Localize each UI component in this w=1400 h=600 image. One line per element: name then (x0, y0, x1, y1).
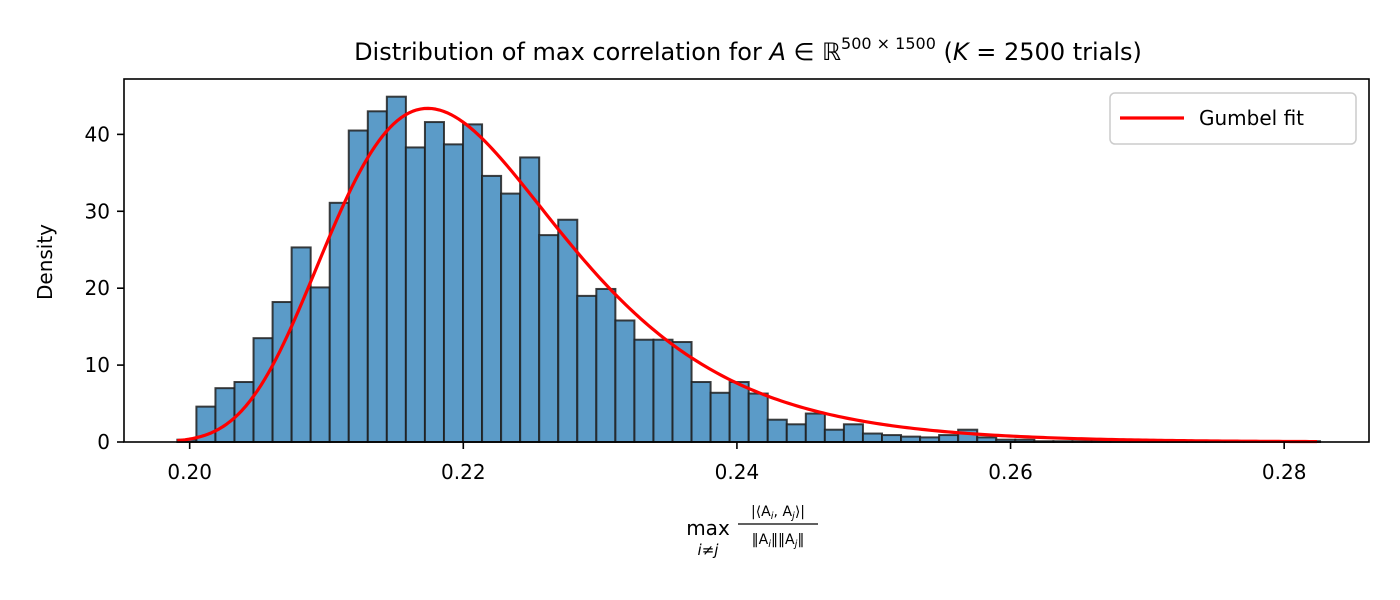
x-tick-label: 0.22 (441, 460, 486, 484)
histogram-bar (747, 392, 769, 444)
histogram-bar (900, 435, 922, 443)
x-tick-label: 0.26 (988, 460, 1033, 484)
title-prefix: Distribution of max correlation for (354, 38, 769, 66)
histogram-bar (481, 174, 503, 443)
x-axis-ticks: 0.20 0.22 0.24 0.26 0.28 (167, 442, 1306, 484)
legend-label: Gumbel fit (1199, 106, 1304, 130)
histogram-bar (766, 418, 788, 443)
histogram-bar (404, 146, 426, 444)
y-tick-label: 0 (97, 430, 110, 454)
histogram-bar (633, 338, 655, 444)
y-tick-label: 20 (85, 276, 110, 300)
histogram-bar (576, 294, 598, 443)
x-tick-label: 0.28 (1262, 460, 1307, 484)
histogram-bar (385, 95, 407, 443)
x-axis-label: max i≠j |⟨Ai, Aj⟩| ‖Ai‖‖Aj‖ (686, 504, 818, 559)
histogram-bar (728, 381, 750, 444)
histogram-bar (309, 286, 331, 443)
histogram-bar (652, 338, 674, 444)
x-label-subscript: i≠j (698, 541, 720, 559)
x-tick-label: 0.20 (167, 460, 212, 484)
histogram-bar (442, 143, 465, 443)
title-member: ∈ (786, 38, 822, 66)
x-label-numerator: |⟨Ai, Aj⟩| (751, 504, 805, 522)
histogram-bar (785, 423, 807, 443)
histogram-bar (880, 434, 903, 444)
title-k-eq: = 2500 trials) (969, 38, 1142, 66)
histogram-bar (595, 287, 617, 443)
histogram-bar (709, 391, 731, 444)
legend-box (1109, 92, 1357, 145)
title-k-var: K (953, 38, 971, 66)
histogram-bar (614, 319, 636, 443)
y-axis-label: Density (33, 224, 57, 300)
histogram-bar (823, 428, 845, 443)
histogram-bar (462, 123, 484, 443)
x-label-denominator: ‖Ai‖‖Aj‖ (752, 532, 805, 550)
histogram-bar (214, 387, 236, 443)
histogram-bar (938, 434, 960, 444)
gumbel-fit-line (177, 106, 1318, 444)
x-tick-label: 0.24 (715, 460, 760, 484)
histogram-bar (538, 234, 560, 443)
histogram-bar (557, 218, 579, 443)
title-suffix-open: ( (936, 38, 953, 66)
title-exponent: 500 × 1500 (841, 34, 936, 53)
title-var: A (767, 38, 785, 66)
histogram-bar (290, 246, 312, 443)
histogram-bars (176, 95, 1322, 444)
plot-area-frame (123, 78, 1370, 443)
histogram-bar (500, 192, 522, 443)
x-label-max: max (686, 516, 730, 540)
histogram-bar (842, 423, 864, 443)
y-tick-label: 30 (85, 199, 110, 223)
histogram-bar (366, 110, 388, 444)
histogram-bar (861, 432, 883, 443)
title-field: ℝ (822, 38, 841, 66)
y-axis-ticks: 0 10 20 30 40 (85, 122, 124, 454)
chart-title: Distribution of max correlation for A ∈ … (354, 34, 1142, 66)
histogram-bar (328, 201, 350, 443)
histogram-bar (423, 121, 445, 443)
y-tick-label: 40 (85, 122, 110, 146)
histogram-bar (804, 412, 826, 444)
legend: Gumbel fit (1109, 92, 1357, 145)
histogram-bar (690, 381, 712, 444)
histogram-bar (271, 301, 293, 443)
y-tick-label: 10 (85, 353, 110, 377)
histogram-bar (233, 381, 255, 444)
